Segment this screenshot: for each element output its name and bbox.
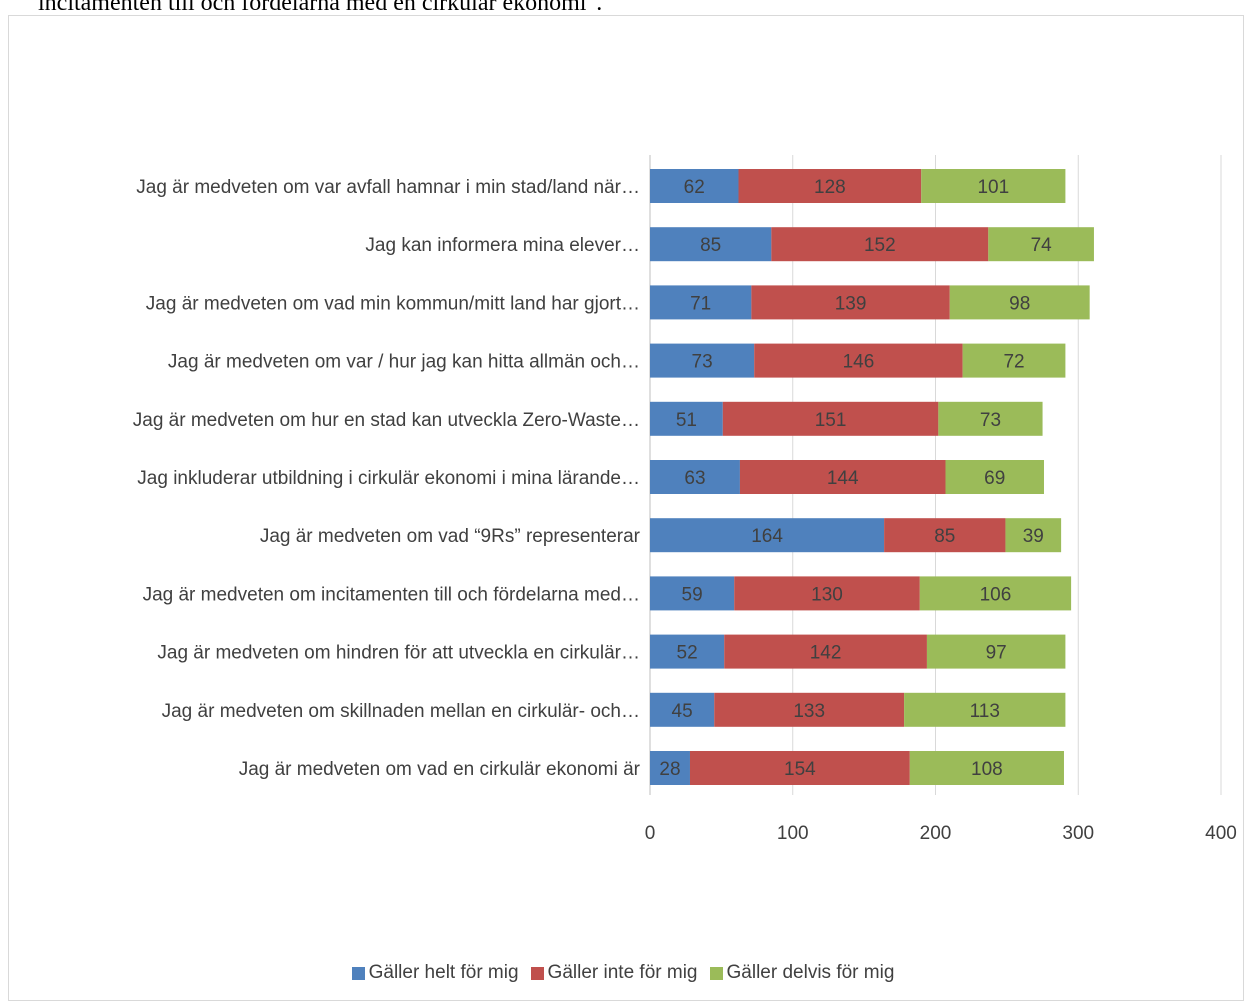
data-label: 74 — [1031, 235, 1053, 256]
legend-swatch-helt — [351, 966, 365, 980]
bar-segment — [754, 343, 963, 378]
category-label: Jag är medveten om vad en cirkulär ekono… — [239, 759, 641, 780]
bar-segment — [945, 460, 1044, 494]
bar-segment — [738, 169, 922, 203]
legend-swatch-inte — [530, 966, 544, 980]
chart-legend: Gäller helt för mig Gäller inte för mig … — [0, 960, 1246, 986]
data-label: 146 — [843, 352, 875, 373]
data-label: 106 — [980, 584, 1012, 605]
data-label: 113 — [970, 701, 1000, 722]
data-label: 45 — [672, 701, 693, 722]
category-label: Jag inkluderar utbildning i cirkulär eko… — [137, 468, 640, 489]
bar-segment — [714, 692, 905, 727]
legend-item-helt: Gäller helt för mig — [351, 962, 519, 984]
bar-segment — [650, 751, 690, 785]
bar-segment — [926, 634, 1066, 669]
bar-segment — [751, 285, 950, 320]
category-label: Jag är medveten om skillnaden mellan en … — [162, 701, 640, 722]
category-label: Jag är medveten om var / hur jag kan hit… — [168, 352, 640, 373]
category-label: Jag är medveten om hindren för att utvec… — [157, 643, 640, 664]
data-label: 133 — [793, 701, 825, 722]
bar-segment — [909, 751, 1064, 785]
data-label: 108 — [971, 759, 1003, 780]
data-label: 130 — [811, 584, 843, 605]
category-label: Jag är medveten om vad min kommun/mitt l… — [146, 293, 640, 314]
data-label: 69 — [984, 468, 1005, 489]
data-label: 154 — [784, 759, 816, 780]
bar-segment — [722, 401, 939, 436]
data-label: 71 — [690, 293, 711, 314]
tick-label: 300 — [1062, 823, 1094, 844]
data-label: 28 — [659, 759, 680, 780]
bar-segment — [919, 576, 1072, 611]
data-label: 73 — [692, 352, 713, 373]
bar-segment — [650, 460, 740, 494]
bar-segment — [724, 634, 927, 669]
bar-segment — [904, 692, 1066, 727]
data-label: 63 — [684, 468, 705, 489]
bar-segment — [650, 634, 725, 669]
data-label: 139 — [835, 293, 867, 314]
bar-segment — [650, 343, 755, 378]
bar-segment — [884, 518, 1006, 553]
bar-segment — [650, 169, 739, 203]
data-label: 128 — [814, 177, 846, 198]
bar-segment — [734, 576, 920, 611]
tick-label: 200 — [920, 823, 952, 844]
data-label: 98 — [1009, 293, 1030, 314]
bar-segment — [650, 576, 735, 611]
category-label: Jag är medveten om var avfall hamnar i m… — [136, 177, 640, 198]
data-label: 151 — [815, 410, 847, 431]
bar-segment — [689, 751, 910, 785]
data-label: 39 — [1023, 526, 1044, 547]
bar-segment — [949, 285, 1090, 320]
tick-label: 100 — [777, 823, 809, 844]
data-label: 85 — [934, 526, 955, 547]
bar-segment — [988, 227, 1094, 262]
data-label: 164 — [751, 526, 783, 547]
data-label: 85 — [700, 235, 721, 256]
bar-segment — [962, 343, 1066, 378]
data-label: 59 — [682, 584, 703, 605]
data-label: 62 — [684, 177, 705, 198]
bar-segment — [771, 227, 989, 262]
legend-item-delvis: Gäller delvis för mig — [709, 962, 895, 984]
bar-segment — [1005, 518, 1062, 553]
bar-segment — [650, 401, 723, 436]
category-label: Jag kan informera mina elever… — [365, 235, 640, 256]
bar-segment — [938, 401, 1043, 436]
bar-segment — [921, 169, 1066, 203]
data-label: 51 — [676, 410, 697, 431]
data-label: 101 — [977, 177, 1009, 198]
legend-label-helt: Gäller helt för mig — [368, 962, 519, 983]
legend-item-inte: Gäller inte för mig — [530, 962, 698, 984]
data-label: 144 — [827, 468, 859, 489]
bar-segment — [739, 460, 946, 494]
header-text: incitamenten till och fördelarna med en … — [38, 0, 603, 16]
data-label: 142 — [810, 643, 842, 664]
data-label: 97 — [986, 643, 1007, 664]
data-label: 73 — [980, 410, 1001, 431]
bar-segment — [650, 227, 772, 262]
category-label: Jag är medveten om hur en stad kan utvec… — [133, 410, 640, 431]
legend-swatch-delvis — [709, 966, 723, 980]
data-label: 52 — [677, 643, 698, 664]
category-label: Jag är medveten om vad “9Rs” representer… — [260, 526, 641, 547]
bar-segment — [650, 692, 715, 727]
bar-segment — [650, 518, 885, 553]
tick-label: 400 — [1205, 823, 1237, 844]
bar-segment — [650, 285, 752, 320]
category-label: Jag är medveten om incitamenten till och… — [143, 584, 640, 605]
tick-label: 0 — [645, 823, 656, 844]
legend-label-inte: Gäller inte för mig — [547, 962, 698, 983]
data-label: 152 — [864, 235, 896, 256]
data-label: 72 — [1003, 352, 1024, 373]
legend-label-delvis: Gäller delvis för mig — [726, 962, 895, 983]
